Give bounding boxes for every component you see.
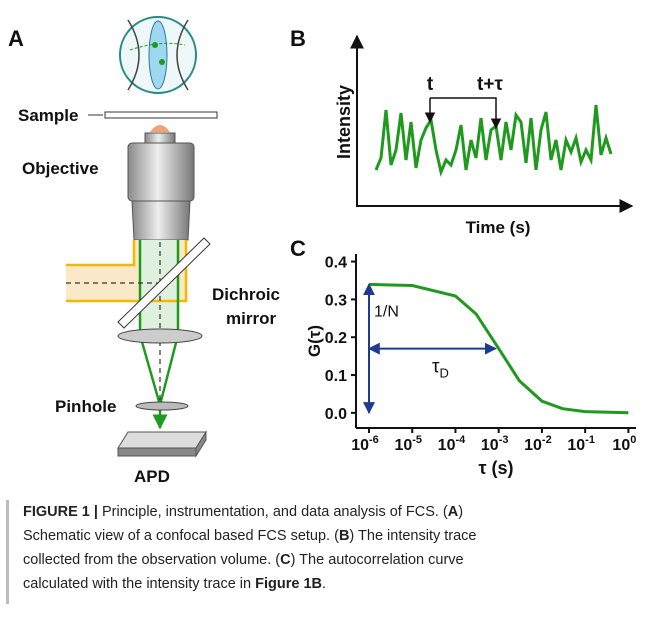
caption-line: Schematic view of a confocal based FCS s… — [23, 524, 646, 548]
x-tick-label: 10-4 — [438, 434, 466, 454]
curve — [368, 282, 629, 415]
immersion — [150, 125, 170, 132]
x-tick-label: 10-5 — [394, 434, 422, 454]
caption-text: A — [447, 504, 459, 520]
panel-c: C 0.0 0.1 0.2 0.3 0.4 10-6 10-5 10-4 10-3 10-2 10-1… — [290, 236, 636, 478]
x-tick-label: 100 — [612, 434, 636, 454]
caption: FIGURE 1 | Principle, instrumentation, a… — [6, 500, 646, 604]
caption-text: . — [322, 576, 327, 592]
caption-text: ) The intensity trace — [349, 528, 477, 544]
slide — [104, 111, 218, 119]
caption-line: FIGURE 1 | Principle, instrumentation, a… — [23, 500, 646, 524]
detector-side — [117, 430, 207, 458]
axis-label: Intensity — [334, 85, 354, 159]
objective — [127, 132, 195, 241]
x-tick-label: 10-3 — [481, 434, 509, 454]
label: Sample — [18, 106, 78, 125]
caption-line: collected from the observation volume. (… — [23, 548, 646, 572]
y-tick-label: 0.4 — [325, 255, 347, 272]
label: Dichroic — [212, 285, 280, 304]
caption-text: Schematic view of a confocal based FCS s… — [23, 528, 339, 544]
x-tick-label: 10-6 — [351, 434, 379, 454]
caption-text: calculated with the intensity trace in — [23, 576, 256, 592]
annotation: τD — [432, 357, 449, 381]
annotation: t — [427, 74, 434, 95]
panel-letter: A — [8, 26, 24, 51]
caption-text: FIGURE 1 | — [23, 504, 98, 520]
intensity-trace — [374, 104, 613, 177]
figure: A Sample Objective Dichroic mirror Pinho… — [8, 16, 636, 486]
annotation: t+τ — [477, 74, 503, 95]
panel-letter: C — [290, 236, 306, 261]
sample-sphere — [119, 16, 197, 94]
lens — [117, 328, 203, 344]
caption-text: Figure 1B — [255, 576, 322, 592]
caption-text: ) — [458, 504, 464, 520]
caption-text: C — [280, 552, 291, 568]
axis-label: G(τ) — [305, 325, 324, 357]
arrow — [430, 97, 502, 130]
axis-label: τ (s) — [478, 458, 513, 478]
dichroic-mirror — [117, 237, 211, 329]
label: Objective — [22, 159, 99, 178]
y-tick-label: 0.3 — [325, 292, 347, 309]
y-tick-label: 0.1 — [325, 368, 347, 385]
caption-text: ) The autocorrelation curve — [290, 552, 464, 568]
x-tick-label: 10-1 — [567, 434, 595, 454]
caption-text: collected from the observation volume. ( — [23, 552, 281, 568]
label: APD — [134, 467, 170, 486]
annotation: 1/N — [374, 303, 399, 320]
caption-text: Principle, instrumentation, and data ana… — [97, 504, 448, 520]
caption-text: B — [338, 528, 350, 544]
beam — [66, 240, 188, 430]
x-tick-label: 10-2 — [524, 434, 552, 454]
panel-letter: B — [290, 26, 306, 51]
y-tick-label: 0.2 — [325, 330, 347, 347]
label: mirror — [226, 309, 276, 328]
detector — [117, 431, 207, 449]
axis-label: Time (s) — [466, 218, 531, 237]
pinhole — [135, 401, 189, 411]
caption-line: calculated with the intensity trace in F… — [23, 572, 646, 596]
label: Pinhole — [55, 397, 116, 416]
y-tick-label: 0.0 — [325, 406, 347, 423]
